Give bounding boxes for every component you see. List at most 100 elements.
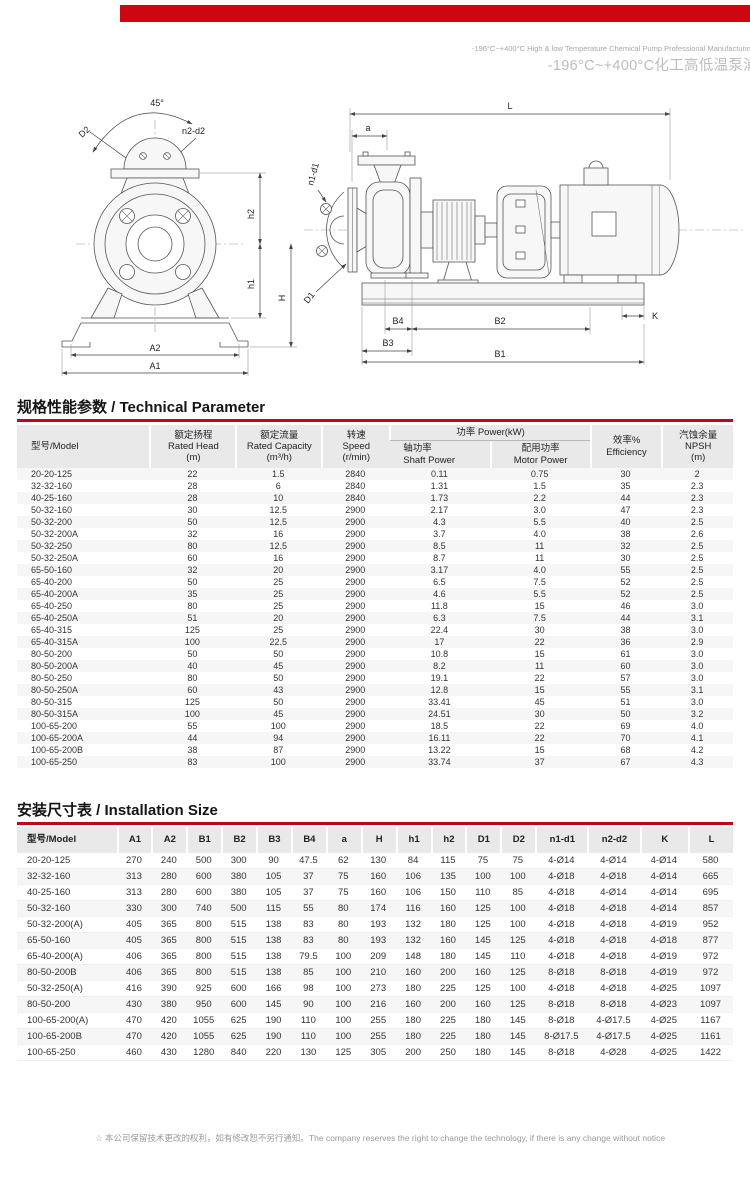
header-en: Rated Head (168, 440, 219, 452)
value-cell: 32 (149, 564, 236, 577)
value-cell: 365 (151, 917, 187, 933)
value-cell: 330 (116, 901, 152, 917)
column-header-rated-head: 额定扬程 Rated Head (m) (149, 425, 236, 469)
value-cell: 180 (430, 949, 466, 965)
value-cell: 148 (395, 949, 431, 965)
value-cell: 110 (500, 949, 536, 965)
value-cell: 125 (325, 1045, 361, 1061)
value-cell: 416 (116, 981, 152, 997)
value-cell: 44 (589, 612, 662, 625)
model-cell: 65-40-200(A) (17, 949, 117, 965)
column-header-shaft-power: 轴功率 Shaft Power (389, 441, 490, 469)
value-cell: 280 (151, 885, 187, 901)
header-tagline-en: -196°C~+400°C High & low Temperature Che… (471, 44, 750, 53)
value-cell: 6.3 (389, 612, 490, 625)
value-cell: 138 (256, 917, 291, 933)
value-cell: 30 (620, 553, 631, 564)
model-cell: 32-32-160 (17, 869, 117, 885)
value-cell: 100 (325, 1013, 361, 1029)
value-cell: 100 (325, 1029, 361, 1045)
red-banner (120, 5, 750, 22)
value-cell: 4-Ø14 (639, 869, 689, 885)
value-cell: 16.11 (389, 732, 490, 745)
table-row: 65-40-200(A) 406 365 800 515 138 79.5 100 209 148… (17, 949, 733, 965)
value-cell: 100 (325, 997, 361, 1013)
model-cell: 100-65-200B (31, 745, 84, 756)
value-cell: 60 (187, 553, 198, 564)
value-cell: 3.0 (690, 625, 704, 636)
model-cell: 65-50-160 (17, 933, 117, 949)
value-cell: 16 (273, 529, 284, 540)
value-cell: 12.5 (269, 505, 288, 516)
dim-label-l: L (507, 101, 512, 111)
value-cell: 972 (688, 965, 733, 981)
model-cell: 50-32-160 (31, 505, 73, 516)
value-cell: 125 (184, 625, 200, 636)
header-en: Speed (342, 440, 371, 452)
value-cell: 37 (290, 869, 326, 885)
value-cell: 625 (221, 1013, 257, 1029)
table-row: 100-65-200A 44 94 2900 16.11 22 70 4.1 (17, 732, 733, 745)
value-cell: 145 (500, 1045, 536, 1061)
value-cell: 270 (116, 853, 152, 869)
value-cell: 80 (325, 901, 361, 917)
model-cell: 100-65-250 (17, 756, 150, 769)
value-cell: 45 (534, 697, 545, 708)
value-cell: 19.1 (430, 673, 449, 684)
model-cell: 50-32-250A (31, 553, 79, 564)
value-cell: 800 (186, 949, 222, 965)
value-cell: 2900 (321, 588, 390, 601)
model-cell: 80-50-250A (17, 684, 150, 697)
value-cell: 4-Ø18 (587, 869, 640, 885)
value-cell: 115 (430, 853, 466, 869)
value-cell: 50 (589, 708, 662, 721)
section-title-installation-size: 安装尺寸表 / Installation Size (17, 802, 218, 819)
value-cell: 4-Ø14 (639, 853, 689, 869)
table-row: 100-65-250 460 430 1280 840 220 130 125 305 200 25… (17, 1045, 733, 1061)
value-cell: 35 (149, 588, 236, 601)
value-cell: 470 (116, 1029, 152, 1045)
value-cell: 240 (151, 853, 187, 869)
model-cell: 100-65-200 (31, 721, 78, 732)
value-cell: 28 (187, 481, 198, 492)
value-cell: 2900 (321, 756, 390, 769)
value-cell: 115 (256, 901, 291, 917)
value-cell: 4.0 (533, 529, 546, 540)
table-row: 65-40-315 125 25 2900 22.4 30 38 3.0 (17, 624, 733, 636)
value-cell: 380 (221, 885, 257, 901)
value-cell: 2900 (345, 577, 366, 588)
value-cell: 4-Ø25 (639, 981, 689, 997)
value-cell: 1055 (186, 1029, 222, 1045)
value-cell: 100 (465, 869, 501, 885)
header-zh: 汽蚀余量 (679, 429, 718, 441)
value-cell: 3.0 (661, 660, 733, 673)
value-cell: 38 (620, 529, 631, 540)
value-cell: 225 (430, 1029, 466, 1045)
value-cell: 75 (500, 853, 536, 869)
value-cell: 22 (489, 732, 590, 745)
table-row: 100-65-200B 38 87 2900 13.22 15 68 4.2 (17, 744, 733, 756)
header-zh: 效率% (612, 435, 641, 447)
value-cell: 16 (273, 553, 284, 564)
value-cell: 3.2 (661, 708, 733, 721)
value-cell: 4-Ø19 (639, 949, 689, 965)
value-cell: 2900 (345, 601, 366, 612)
value-cell: 2900 (345, 745, 366, 756)
value-cell: 100 (500, 869, 536, 885)
model-cell: 65-40-315 (31, 625, 73, 636)
table-row: 65-40-250 80 25 2900 11.8 15 46 3.0 (17, 600, 733, 612)
value-cell: 80 (149, 540, 236, 553)
value-cell: 2900 (345, 625, 366, 636)
value-cell: 25 (235, 588, 322, 601)
table-row: 80-50-315A 100 45 2900 24.51 30 50 3.2 (17, 708, 733, 721)
value-cell: 4-Ø14 (639, 901, 689, 917)
value-cell: 2.3 (690, 505, 704, 516)
value-cell: 4-Ø25 (639, 1029, 689, 1045)
value-cell: 4-Ø25 (639, 1045, 689, 1061)
value-cell: 75 (465, 853, 501, 869)
table-row: 80-50-250A 60 43 2900 12.8 15 55 3.1 (17, 684, 733, 697)
table-row: 100-65-200B 470 420 1055 625 190 110 100 255 180 2… (17, 1029, 733, 1045)
header-unit: (r/min) (342, 452, 370, 464)
value-cell: 55 (187, 721, 198, 732)
value-cell: 12.8 (389, 684, 490, 697)
